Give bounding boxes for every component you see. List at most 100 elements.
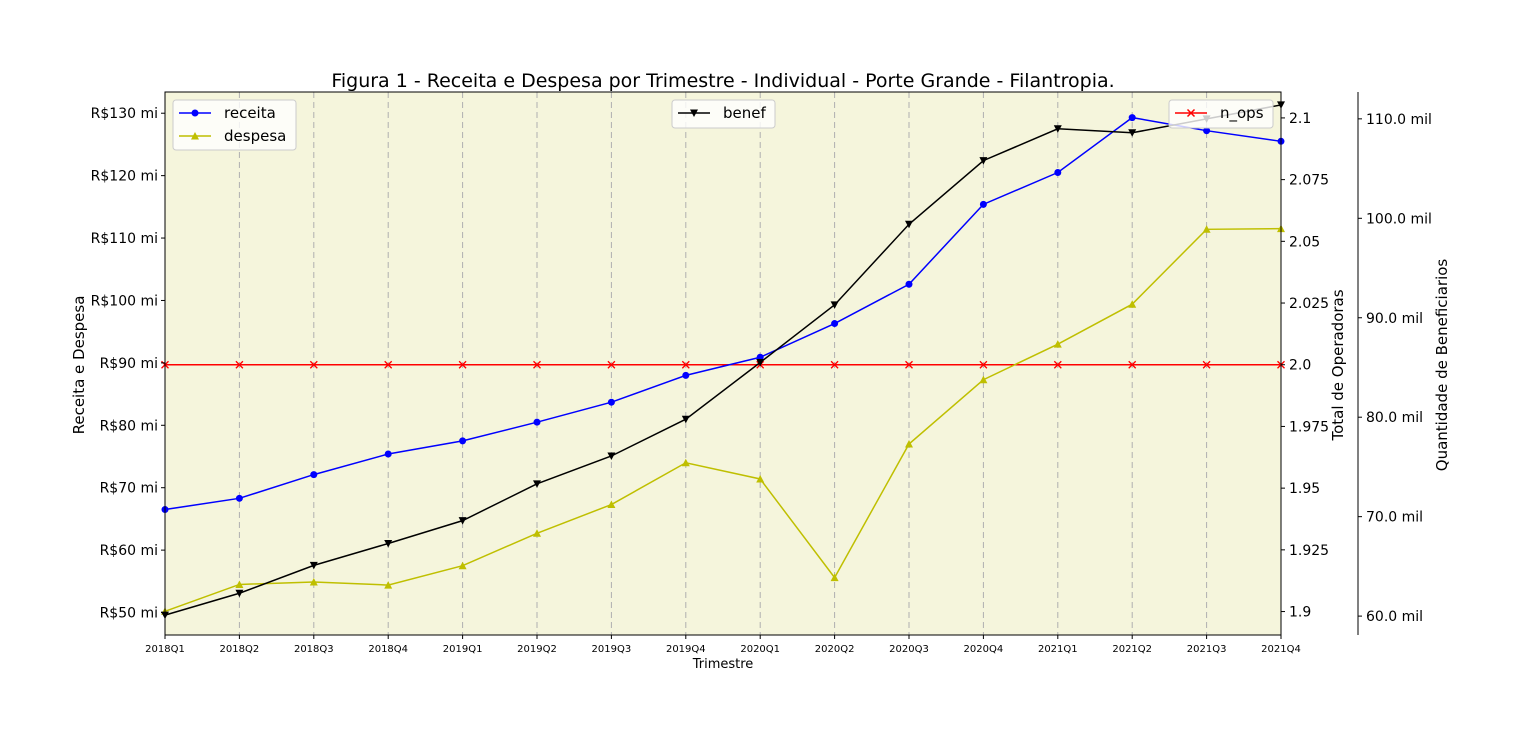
x-tick-label: 2019Q1 bbox=[443, 644, 483, 655]
x-tick-label: 2018Q1 bbox=[145, 644, 185, 655]
x-tick-label: 2018Q2 bbox=[220, 644, 260, 655]
data-point bbox=[235, 360, 244, 369]
data-point bbox=[1128, 114, 1136, 122]
data-point bbox=[1202, 360, 1211, 369]
data-point bbox=[1203, 127, 1211, 135]
plot-background bbox=[165, 92, 1281, 635]
x-tick-label: 2021Q3 bbox=[1187, 644, 1227, 655]
data-point bbox=[830, 573, 839, 582]
data-point bbox=[309, 360, 318, 369]
left-tick-label: R$60 mi bbox=[100, 543, 158, 559]
legend-benef: benef bbox=[671, 99, 776, 129]
right1-tick-label: 2.05 bbox=[1289, 234, 1320, 250]
data-point bbox=[384, 581, 393, 589]
legend-despesa-label: despesa bbox=[224, 127, 286, 145]
right2-tick-label: 90.0 mil bbox=[1366, 311, 1423, 327]
data-point bbox=[1053, 340, 1062, 348]
chart-title: Figura 1 - Receita e Despesa por Trimest… bbox=[331, 70, 1114, 92]
data-point bbox=[607, 500, 616, 509]
data-point bbox=[979, 200, 987, 208]
x-tick-label: 2020Q4 bbox=[964, 644, 1004, 655]
data-point bbox=[682, 371, 690, 379]
data-point bbox=[905, 440, 913, 448]
data-point bbox=[1128, 129, 1137, 137]
data-point bbox=[756, 359, 765, 367]
data-point bbox=[533, 418, 541, 426]
data-point bbox=[309, 577, 318, 586]
right1-axis-ticks: 1.9 1.925 1.95 1.975 2.0 2.025 2.05 2.075 2.1 bbox=[1281, 111, 1329, 621]
x-tick-label: 2021Q4 bbox=[1261, 644, 1301, 655]
data-point bbox=[607, 452, 616, 460]
data-point bbox=[681, 415, 690, 424]
data-point bbox=[458, 561, 467, 570]
x-tick-label: 2019Q3 bbox=[592, 644, 632, 655]
left-tick-label: R$90 mi bbox=[100, 356, 158, 372]
series-layer bbox=[161, 101, 1285, 620]
data-point bbox=[384, 360, 393, 369]
legend-n-ops: n_ops bbox=[1168, 99, 1274, 129]
left-tick-label: R$50 mi bbox=[100, 606, 158, 622]
right2-axis-label: Quantidade de Beneficiarios bbox=[1433, 259, 1451, 472]
left-tick-label: R$110 mi bbox=[91, 231, 158, 247]
data-point bbox=[533, 360, 541, 369]
data-point bbox=[1202, 225, 1211, 233]
left-axis-ticks: R$50 mi R$60 mi R$70 mi R$80 mi R$90 mi R$100… bbox=[91, 106, 165, 622]
data-point bbox=[1054, 169, 1062, 177]
legend-n-ops-label: n_ops bbox=[1220, 104, 1264, 123]
left-tick-label: R$70 mi bbox=[100, 481, 158, 497]
data-point bbox=[830, 360, 839, 369]
right2-axis-ticks: 60.0 mil 70.0 mil 80.0 mil 90.0 mil 100.0 mi… bbox=[1358, 112, 1432, 625]
left-tick-label: R$120 mi bbox=[91, 169, 158, 185]
right2-tick-label: 100.0 mil bbox=[1366, 211, 1432, 227]
data-point bbox=[905, 280, 913, 288]
x-tick-label: 2021Q1 bbox=[1038, 644, 1078, 655]
data-point bbox=[1128, 360, 1137, 369]
right1-tick-label: 2.075 bbox=[1289, 173, 1329, 189]
x-axis-label: Trimestre bbox=[692, 657, 754, 672]
legend-receita-marker bbox=[191, 109, 199, 117]
right2-tick-label: 70.0 mil bbox=[1366, 510, 1423, 526]
right1-tick-label: 1.975 bbox=[1289, 419, 1329, 435]
right1-tick-label: 2.1 bbox=[1289, 111, 1311, 127]
right1-tick-label: 2.025 bbox=[1289, 296, 1329, 312]
data-point bbox=[235, 494, 243, 502]
x-tick-label: 2019Q2 bbox=[517, 644, 557, 655]
legend-benef-label: benef bbox=[723, 104, 766, 122]
data-point bbox=[1053, 125, 1062, 133]
series-line bbox=[164, 116, 1282, 511]
data-point bbox=[533, 529, 541, 537]
x-grid bbox=[164, 92, 1282, 635]
data-point bbox=[607, 398, 615, 406]
legend-receita-label: receita bbox=[224, 104, 276, 122]
data-point bbox=[979, 360, 988, 369]
series-line bbox=[164, 227, 1282, 612]
right1-tick-label: 1.9 bbox=[1289, 605, 1311, 621]
data-point bbox=[310, 471, 318, 479]
right1-tick-label: 1.925 bbox=[1289, 543, 1329, 559]
legend-despesa-marker bbox=[191, 132, 199, 140]
data-point bbox=[235, 580, 244, 588]
right2-tick-label: 60.0 mil bbox=[1366, 609, 1423, 625]
data-point bbox=[979, 375, 988, 384]
data-point bbox=[681, 458, 690, 467]
right2-tick-label: 110.0 mil bbox=[1366, 112, 1432, 128]
data-point bbox=[384, 450, 392, 458]
data-point bbox=[681, 360, 690, 369]
left-tick-label: R$130 mi bbox=[91, 106, 158, 122]
left-tick-label: R$80 mi bbox=[100, 418, 158, 434]
data-point bbox=[235, 589, 244, 598]
data-point bbox=[905, 220, 913, 229]
data-point bbox=[1128, 300, 1137, 308]
right2-tick-label: 80.0 mil bbox=[1366, 410, 1423, 426]
x-tick-label: 2018Q4 bbox=[368, 644, 408, 655]
left-axis-label: Receita e Despesa bbox=[70, 296, 88, 435]
x-tick-label: 2018Q3 bbox=[294, 644, 334, 655]
data-point bbox=[1053, 360, 1062, 369]
left-tick-label: R$100 mi bbox=[91, 293, 158, 309]
plot-frame bbox=[164, 91, 1282, 636]
data-point bbox=[309, 561, 318, 570]
data-point bbox=[979, 157, 988, 165]
data-point bbox=[831, 320, 839, 328]
series-line bbox=[164, 104, 1282, 616]
